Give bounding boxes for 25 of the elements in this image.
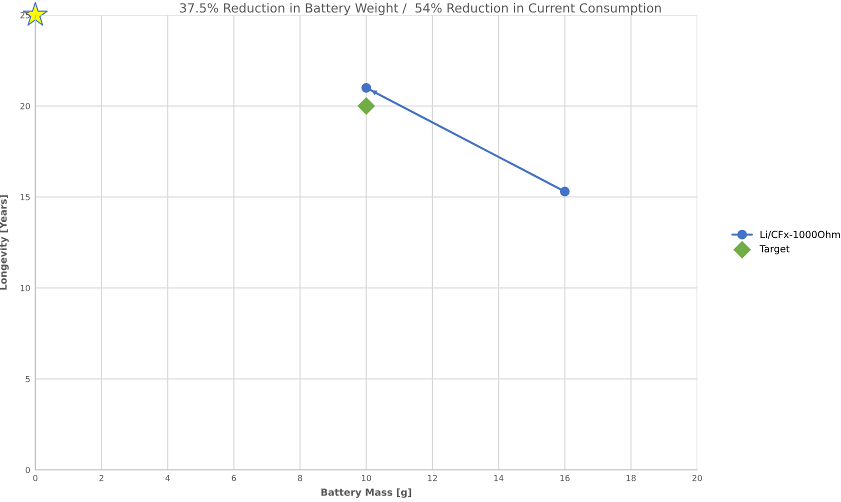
point <box>357 97 376 115</box>
point <box>22 2 48 26</box>
legend-label: Target <box>760 245 790 254</box>
chart-title: 37.5% Reduction in Battery Weight / 54% Reduction in Current Consumption <box>180 2 661 16</box>
x-tick-label: 4 <box>165 474 170 482</box>
legend-label: Li/CFx-1000Ohm <box>760 230 840 239</box>
x-tick-label: 10 <box>362 474 372 482</box>
x-tick-label: 6 <box>232 474 236 482</box>
y-tick-label: 15 <box>20 194 30 200</box>
y-tick-label: 25 <box>20 12 30 18</box>
x-axis-title: Battery Mass [g] <box>321 488 412 498</box>
y-tick-label: 10 <box>20 284 30 292</box>
x-tick-label: 16 <box>560 474 570 482</box>
x-tick-label: 12 <box>428 474 437 482</box>
x-tick-label: 8 <box>298 474 302 482</box>
y-tick-label: 20 <box>20 103 30 110</box>
x-tick-label: 0 <box>33 474 38 482</box>
y-tick-label: 5 <box>26 376 30 382</box>
x-tick-label: 20 <box>692 474 702 482</box>
x-tick-label: 14 <box>494 474 504 482</box>
y-tick-label: 0 <box>26 466 30 474</box>
x-tick-label: 2 <box>99 474 104 482</box>
x-tick-label: 18 <box>626 474 636 482</box>
point <box>560 186 570 196</box>
point <box>361 82 372 93</box>
